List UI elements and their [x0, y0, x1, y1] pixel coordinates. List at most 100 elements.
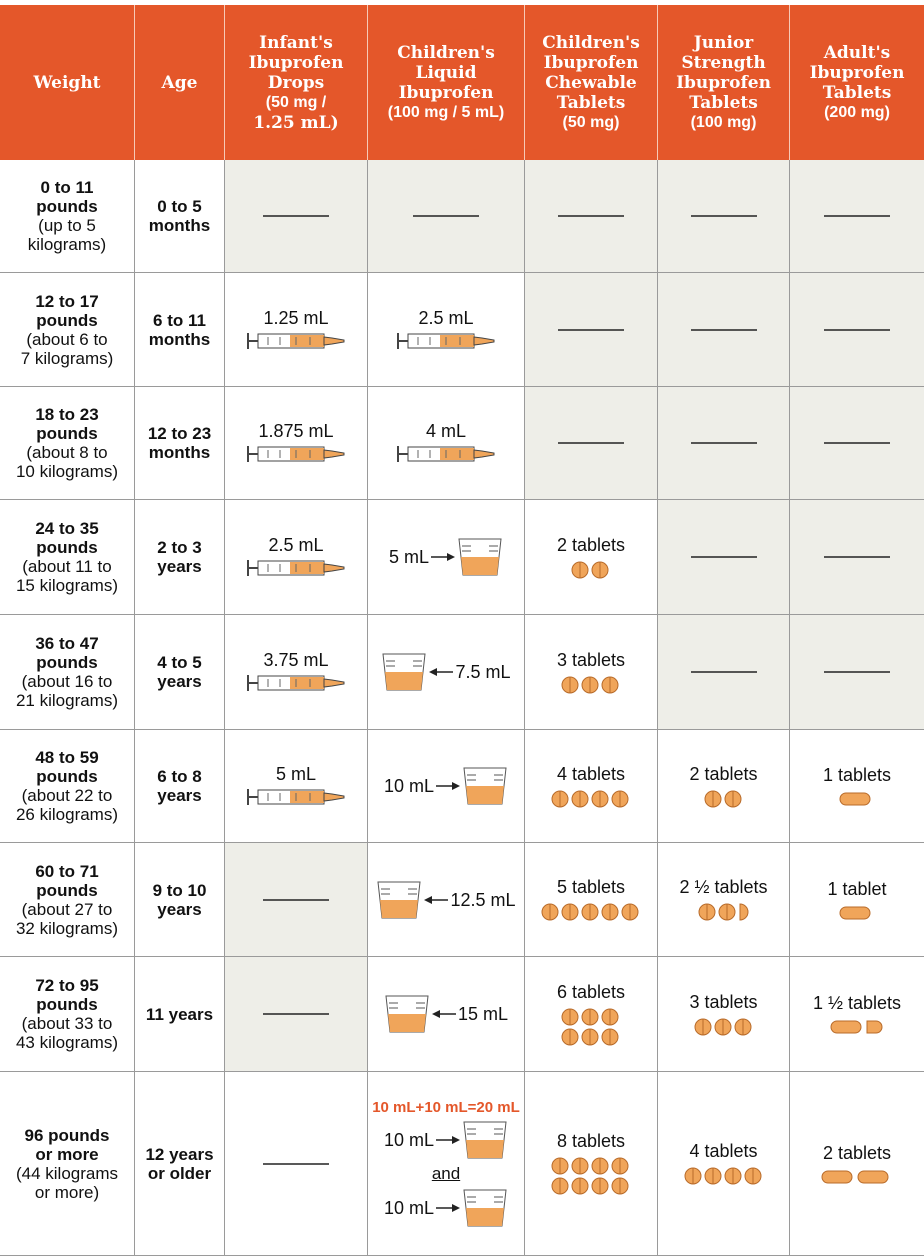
weight-note: (about 8 to: [26, 443, 107, 462]
dash: [558, 441, 624, 445]
dash: [691, 328, 757, 332]
dose-text: 6 tablets: [557, 981, 625, 1003]
dose-text: 2 tablets: [557, 534, 625, 556]
dose-cell: 4 tablets: [658, 1072, 790, 1256]
header-text: Ibuprofen: [544, 53, 639, 73]
weight-text: pounds: [36, 197, 97, 216]
weight-note: or more): [35, 1183, 99, 1202]
dash: [263, 214, 329, 218]
syringe-icon: [396, 442, 496, 466]
dose-line: 7.5 mL: [381, 652, 510, 692]
header-text: (50 mg /: [266, 93, 326, 113]
weight-text: pounds: [36, 881, 97, 900]
pills-icon: [704, 790, 744, 809]
weight-note: 21 kilograms): [16, 691, 118, 710]
empty-cell: [225, 957, 368, 1072]
dose-cell: 1.875 mL: [225, 387, 368, 500]
age-text: 2 to 3: [157, 538, 201, 557]
pill-group: [830, 1018, 884, 1036]
dose-cell: 3 tablets: [658, 957, 790, 1072]
pill-group: [698, 902, 750, 923]
header-text: (100 mg / 5 mL): [388, 103, 504, 123]
weight-text: pounds: [36, 424, 97, 443]
dose-cell: 2 tablets: [790, 1072, 924, 1256]
cup-icon: [376, 880, 422, 920]
pills-icon: [821, 1169, 893, 1185]
pill-group: [561, 1007, 621, 1048]
header-cell: Weight: [0, 5, 135, 160]
dash: [558, 214, 624, 218]
header-text: Ibuprofen: [810, 63, 905, 83]
age-text: 11 years: [146, 1005, 213, 1024]
weight-note: 26 kilograms): [16, 805, 118, 824]
age-text: or older: [148, 1164, 211, 1183]
weight-note: (44 kilograms: [16, 1164, 118, 1183]
dose-text: 1.25 mL: [263, 307, 328, 329]
syringe-icon: [246, 671, 346, 695]
weight-text: 48 to 59: [35, 748, 98, 767]
pills-icon: [684, 1167, 764, 1186]
dash: [691, 441, 757, 445]
dose-text: 3 tablets: [689, 991, 757, 1013]
dose-text: 4 mL: [426, 420, 466, 442]
pill-group: [684, 1166, 764, 1187]
weight-text: 96 pounds: [24, 1126, 109, 1145]
age-text: months: [149, 443, 210, 462]
age-text: years: [157, 786, 201, 805]
syringe-icon: [246, 442, 346, 466]
dose-cell: 2.5 mL: [368, 273, 525, 387]
dose-text: 10 mL: [384, 1129, 434, 1151]
dose-cell: 2 ½ tablets: [658, 843, 790, 957]
dose-cell: 12.5 mL: [368, 843, 525, 957]
weight-text: 36 to 47: [35, 634, 98, 653]
dash: [691, 214, 757, 218]
dose-cell: 1.25 mL: [225, 273, 368, 387]
weight-text: pounds: [36, 311, 97, 330]
weight-text: or more: [35, 1145, 98, 1164]
syringe-icon: [246, 329, 346, 353]
age-text: 12 to 23: [148, 424, 211, 443]
weight-text: pounds: [36, 767, 97, 786]
weight-note: (about 27 to: [22, 900, 113, 919]
arrow-icon: [431, 551, 455, 563]
weight-text: pounds: [36, 653, 97, 672]
dose-text: 2.5 mL: [268, 534, 323, 556]
header-text: Ibuprofen: [399, 83, 494, 103]
empty-cell: [658, 273, 790, 387]
empty-cell: [658, 615, 790, 730]
header-text: Drops: [268, 73, 325, 93]
pill-group: [551, 1156, 631, 1197]
dose-cell: 2.5 mL: [225, 500, 368, 615]
header-text: Children's: [397, 43, 495, 63]
cup-icon: [384, 994, 430, 1034]
dash: [824, 555, 890, 559]
header-text: 1.25 mL): [253, 113, 338, 133]
pill-group: [561, 675, 621, 696]
weight-note: (up to 5: [38, 216, 96, 235]
pill-group: [821, 1168, 893, 1186]
dose-cell: 1 tablets: [790, 730, 924, 843]
dose-cell: 8 tablets: [525, 1072, 658, 1256]
header-cell: Age: [135, 5, 225, 160]
age-cell: 11 years: [135, 957, 225, 1072]
age-text: 4 to 5: [157, 653, 201, 672]
pills-icon: [839, 791, 875, 807]
empty-cell: [525, 160, 658, 273]
dose-text: 7.5 mL: [455, 661, 510, 683]
header-text: Weight: [33, 73, 100, 93]
pills-icon: [541, 903, 641, 922]
dash: [263, 1012, 329, 1016]
age-text: 9 to 10: [153, 881, 207, 900]
age-text: years: [157, 557, 201, 576]
